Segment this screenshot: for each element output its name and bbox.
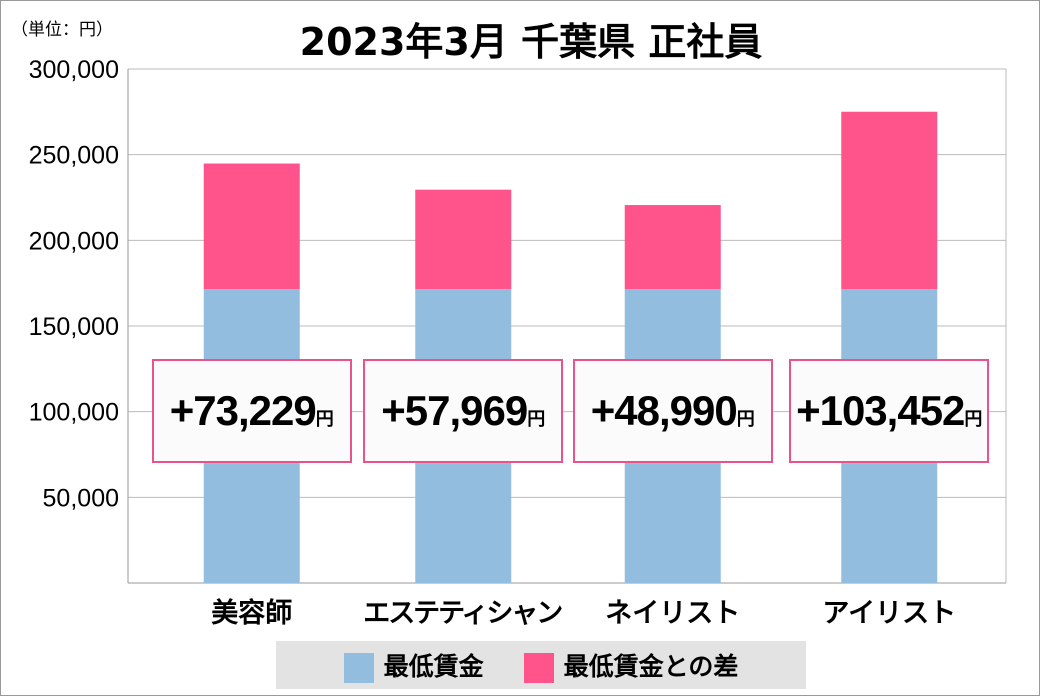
yen-unit: 円	[315, 409, 334, 429]
bar-difference	[415, 189, 512, 289]
data-label: +73,229 円	[151, 359, 352, 463]
y-tick-label: 50,000	[43, 484, 119, 512]
yen-unit: 円	[527, 409, 546, 429]
legend-swatch	[523, 653, 554, 683]
yen-unit: 円	[736, 409, 755, 429]
category-label: アイリスト	[822, 598, 956, 629]
bar-difference	[624, 205, 721, 289]
y-tick-label: 100,000	[29, 399, 119, 427]
data-label: +57,969 円	[363, 359, 564, 463]
chart-title: 2023年3月 千葉県 正社員	[299, 20, 763, 64]
bar-difference	[203, 163, 300, 289]
difference-value: +48,990	[590, 387, 738, 434]
y-tick-label: 250,000	[29, 142, 119, 170]
legend-item-min-wage: 最低賃金	[343, 647, 484, 683]
difference-value: +103,452	[796, 387, 965, 434]
legend-item-difference: 最低賃金との差	[523, 647, 739, 683]
y-tick-label: 200,000	[29, 227, 119, 255]
category-label: エステティシャン	[363, 598, 563, 629]
category-label: ネイリスト	[605, 598, 740, 629]
data-label: +103,452 円	[789, 359, 990, 463]
category-label: 美容師	[211, 597, 292, 629]
unit-label: （単位：円）	[11, 20, 113, 40]
y-tick-label: 300,000	[29, 56, 119, 84]
legend-swatch	[343, 653, 374, 683]
y-tick-label: 150,000	[29, 313, 119, 341]
yen-unit: 円	[964, 409, 983, 429]
difference-value: +73,229	[169, 387, 317, 434]
legend-label: 最低賃金との差	[563, 652, 739, 681]
legend: 最低賃金 最低賃金との差	[276, 641, 806, 689]
data-label: +48,990 円	[572, 359, 773, 463]
difference-value: +57,969	[381, 387, 528, 434]
bar-difference	[841, 111, 938, 289]
legend-label: 最低賃金	[383, 652, 484, 681]
